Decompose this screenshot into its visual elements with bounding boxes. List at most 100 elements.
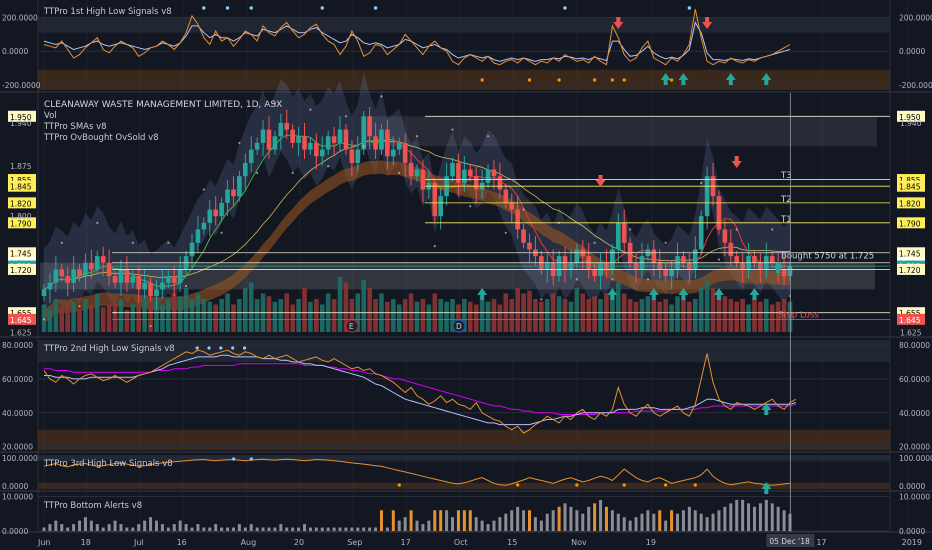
volume-bar <box>456 304 461 332</box>
alert-bar <box>764 499 768 531</box>
candle-body <box>592 269 597 277</box>
volume-bar <box>746 304 751 332</box>
volume-bar <box>266 296 272 332</box>
psar-dot <box>60 241 63 244</box>
x-tick-label: Aug <box>241 538 257 547</box>
alert-bar <box>776 506 780 531</box>
left-price-tag <box>8 247 36 259</box>
volume-bar <box>248 282 254 332</box>
alert-bar <box>131 527 135 531</box>
sell-arrow <box>613 17 624 29</box>
alert-bar <box>664 520 668 531</box>
alert-bar <box>208 527 212 531</box>
volume-bar <box>254 299 260 332</box>
right-tick-label: 20.0000 <box>899 443 930 452</box>
volume-bar <box>692 299 698 332</box>
alert-bar <box>604 506 608 531</box>
alert-bar <box>143 520 147 531</box>
alert-bar <box>178 520 182 531</box>
alert-bar <box>752 506 756 531</box>
candle-body <box>692 249 698 270</box>
alert-bar <box>616 513 620 531</box>
bottom-dot <box>397 483 401 487</box>
bottom-dot <box>622 483 626 487</box>
event-marker <box>345 319 359 333</box>
annotation: Stop Loss <box>778 311 819 321</box>
candle-body <box>319 149 325 157</box>
top-dot <box>249 6 253 10</box>
candle-body <box>237 176 242 197</box>
left-tick-label: 40.0000 <box>2 409 33 418</box>
alert-bar <box>693 510 697 531</box>
alert-bar <box>634 517 638 531</box>
top-dot <box>373 6 378 10</box>
volume-bar <box>391 299 396 332</box>
bottom-dot <box>693 483 697 487</box>
volume-bar <box>485 301 491 332</box>
volume-bar <box>201 299 207 332</box>
psar-dot <box>735 228 738 231</box>
psar-dot <box>433 245 436 248</box>
alert-bar <box>782 510 786 531</box>
right-price-tag-label: 1.655 <box>899 309 921 318</box>
alert-bar <box>66 527 70 531</box>
candle-body <box>47 282 53 290</box>
volume-bar <box>598 299 603 332</box>
buy-arrow <box>761 403 772 415</box>
x-tick-label: 19 <box>646 538 656 547</box>
volume-bar <box>166 299 171 332</box>
buy-arrow <box>678 288 689 300</box>
alert-bar <box>474 517 478 531</box>
x-axis: Jun 18 Jul 16 Aug 20 Sep 17 Oct 15 Nov 19 05 Dec '18… <box>37 93 922 547</box>
alert-bar <box>599 499 603 531</box>
alert-bar <box>421 524 425 531</box>
right-tick-label: 200.0000 <box>899 13 932 22</box>
alert-bar <box>504 513 508 531</box>
left-tick-label: 0.0000 <box>2 482 28 491</box>
alert-bar <box>196 524 200 531</box>
candle-body <box>396 142 402 150</box>
candle-body <box>112 276 118 283</box>
bottom-dot <box>669 78 674 82</box>
buy-arrow <box>761 73 772 85</box>
right-price-tag <box>897 174 925 186</box>
left-price-tag-label: 1.820 <box>10 199 32 208</box>
panel-labels: TTPro 1st High Low Signals v8 CLEANAWAY … <box>43 7 282 511</box>
left-tick-label: 100.0000 <box>2 454 38 463</box>
volume-bar <box>473 304 479 332</box>
x-tick-label: Jun <box>37 538 51 547</box>
right-price-tag <box>897 313 925 325</box>
alert-bar <box>166 527 170 531</box>
panel-2-title: TTPro 2nd High Low Signals v8 <box>43 344 175 354</box>
cursor-date-box <box>766 534 815 547</box>
candle-body <box>698 216 704 250</box>
alert-bar <box>741 499 745 531</box>
alert-bar <box>456 510 460 531</box>
left-price-tag-label: 1.950 <box>10 113 32 122</box>
candle-body <box>248 149 254 163</box>
volume-bar <box>752 299 757 332</box>
alert-bar <box>433 510 437 531</box>
alert-bar <box>149 517 153 531</box>
alert-bar <box>687 506 691 531</box>
psar-dot <box>362 145 365 148</box>
volume-bar <box>734 301 740 332</box>
volume-bar <box>627 299 633 332</box>
volume-bar <box>296 299 301 332</box>
alert-bar <box>445 510 449 531</box>
left-price-tag-label: 1.655 <box>10 309 32 318</box>
volume-bar <box>237 299 242 332</box>
alert-bar <box>368 527 372 531</box>
volume-bar <box>308 301 313 332</box>
volume-bar <box>100 307 106 332</box>
alert-bar <box>72 524 76 531</box>
alert-bar <box>267 527 271 531</box>
top-dot <box>202 6 206 10</box>
psar-dot <box>646 278 650 281</box>
psar-dot <box>96 221 99 224</box>
candle-body <box>89 262 94 270</box>
right-price-tag-label: 1.720 <box>899 266 921 275</box>
candle-body <box>53 269 59 283</box>
right-price-tag-label: 1.845 <box>899 183 921 192</box>
